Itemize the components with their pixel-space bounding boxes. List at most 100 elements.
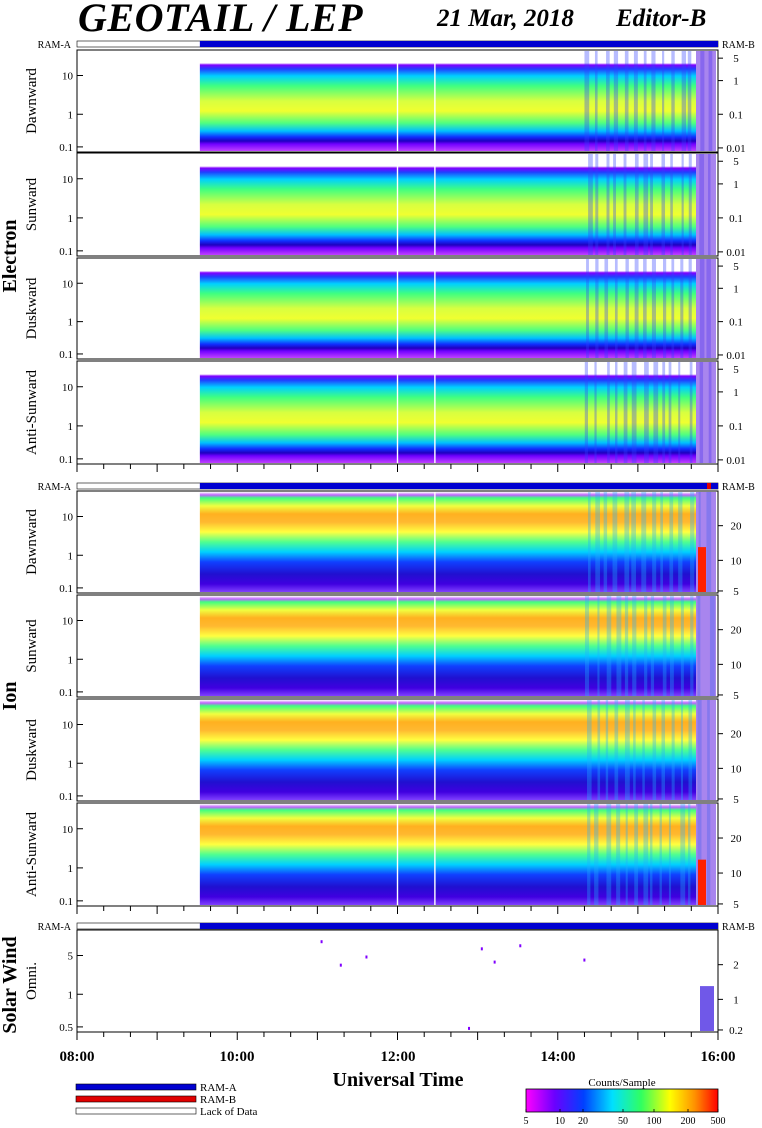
spectrogram-fluctuation — [584, 596, 590, 696]
omni-count-dot — [339, 963, 342, 967]
right-tick-label: 1 — [733, 76, 739, 88]
right-tick-label: 0.01 — [726, 143, 745, 155]
spectrogram-fluctuation — [584, 362, 588, 463]
right-tick-label: 5 — [733, 690, 739, 702]
spectrogram-fluctuation — [681, 51, 687, 151]
spectrogram-fluctuation — [595, 492, 600, 592]
legend-label-ram-b: RAM-B — [200, 1094, 236, 1106]
y-tick-label: 0.1 — [59, 687, 73, 699]
spectrogram-fluctuation — [584, 51, 590, 151]
legend-label-ram-a: RAM-A — [200, 1082, 237, 1094]
spectrogram-electron-anti-sunward — [199, 362, 696, 463]
panel-label-ion-sunward: Sunward — [24, 619, 40, 673]
omni-count-dot — [583, 958, 586, 962]
status-label-ram-a: RAM-A — [38, 482, 72, 493]
y-tick-label: 10 — [62, 512, 74, 524]
right-tick-label: 0.01 — [726, 455, 745, 467]
panel-frame-solar-wind-omni — [76, 929, 719, 1033]
spectrogram-panels: Dawnward 10 1 0.1 5 1 0.1 0.01 Sunward 10 1 0.1 5 1 0.… — [24, 49, 746, 1037]
panel-label-ion-dawnward: Dawnward — [24, 509, 40, 575]
spectrogram-fluctuation — [688, 700, 693, 800]
status-bar-ram-a — [199, 41, 718, 47]
spectrogram-fluctuation — [614, 259, 618, 358]
spectrogram-fluctuation — [594, 804, 599, 905]
spectrogram-fluctuation — [613, 154, 617, 255]
panel-label-ion-anti-sunward: Anti-Sunward — [24, 812, 40, 897]
spectrogram-fluctuation — [595, 259, 599, 358]
status-bar-ram-b — [707, 483, 711, 489]
right-tick-label: 20 — [731, 833, 743, 845]
panel-electron-duskward: Duskward 10 1 0.1 5 1 0.1 0.01 — [24, 257, 746, 362]
spectrogram-fluctuation — [688, 154, 692, 255]
right-tick-label: 5 — [733, 899, 739, 911]
y-tick-label: 10 — [62, 382, 74, 394]
spectrogram-fluctuation — [651, 51, 656, 151]
right-tick-label: 10 — [731, 868, 743, 880]
spectrogram-fluctuation — [669, 492, 674, 592]
group-label-ion: Ion — [0, 682, 21, 711]
y-tick-label: 1 — [68, 317, 74, 329]
right-tick-label: 5 — [733, 53, 739, 65]
spectrogram-fluctuation — [634, 259, 639, 358]
group-label-electron: Electron — [0, 220, 21, 293]
spectrogram-high-count — [698, 547, 706, 592]
y-tick-label: 1 — [68, 654, 74, 666]
colorbar-tick-label: 100 — [647, 1116, 662, 1127]
spectrogram-fluctuation — [690, 492, 695, 592]
spectrogram-fluctuation — [641, 492, 647, 592]
spectrogram-ion-dawnward — [199, 492, 696, 592]
colorbar-tick-label: 20 — [578, 1116, 588, 1127]
spectrogram-fluctuation — [678, 492, 683, 592]
right-tick-label: 2 — [733, 960, 739, 972]
x-tick-row — [76, 464, 719, 472]
spectrogram-fluctuation — [671, 51, 675, 151]
spectrogram-fluctuation — [615, 362, 618, 463]
spectrogram-fluctuation — [690, 596, 694, 696]
x-tick-row — [76, 906, 719, 914]
status-legend: RAM-A RAM-B Lack of Data — [75, 1082, 258, 1118]
right-tick-label: 0.1 — [729, 213, 743, 225]
colorbar-tick-label: 5 — [524, 1116, 529, 1127]
y-tick-label: 0.5 — [59, 1022, 73, 1034]
x-tick-row — [76, 1032, 719, 1040]
spectrogram-fluctuation — [688, 804, 691, 905]
right-tick-label: 0.1 — [729, 109, 743, 121]
spectrogram-fluctuation — [662, 51, 665, 151]
spectrogram-fluctuation — [634, 804, 639, 905]
right-tick-label: 10 — [731, 763, 743, 775]
panel-electron-sunward: Sunward 10 1 0.1 5 1 0.1 0.01 — [24, 152, 746, 259]
panel-ion-sunward: Sunward 10 1 0.1 20 10 5 — [24, 594, 742, 702]
spectrogram-fluctuation — [624, 596, 629, 696]
spectrogram-fluctuation — [606, 804, 612, 905]
y-tick-label: 1 — [68, 550, 74, 562]
spectrogram-fluctuation — [680, 596, 684, 696]
spectrogram-fluctuation — [613, 51, 619, 151]
spectrogram-fluctuation — [586, 700, 592, 800]
status-bar-1: RAM-A RAM-B — [38, 40, 755, 51]
right-tick-label: 1 — [733, 179, 739, 191]
panel-label-ion-duskward: Duskward — [24, 719, 40, 781]
right-tick-label: 0.1 — [729, 421, 743, 433]
spectrogram-fluctuation — [606, 51, 610, 151]
y-tick-label: 0.1 — [59, 791, 73, 803]
spectrogram-fluctuation — [616, 596, 622, 696]
spectrogram-ion-sunward — [199, 596, 696, 696]
legend-swatch-ram-a — [75, 1083, 197, 1091]
right-tick-label: 5 — [733, 156, 739, 168]
colorbar: Counts/Sample 5 10 20 50 100 200 500 — [524, 1077, 726, 1127]
right-tick-label: 20 — [731, 729, 743, 741]
spectrogram-fluctuation — [650, 804, 653, 905]
right-tick-label: 5 — [733, 794, 739, 806]
status-bar-3: RAM-A RAM-B — [38, 922, 755, 933]
spectrogram-fluctuation — [631, 362, 637, 463]
spectrogram-fluctuation — [623, 154, 627, 255]
spectrogram-fluctuation — [671, 259, 675, 358]
x-tick-label-0800: 08:00 — [60, 1049, 95, 1065]
spectrogram-fluctuation — [603, 492, 608, 592]
colorbar-tick-label: 50 — [618, 1116, 628, 1127]
right-tick-label: 0.01 — [726, 247, 745, 259]
spectrogram-fluctuation — [669, 596, 674, 696]
y-tick-label: 0.1 — [59, 246, 73, 258]
panel-solar-wind-omni: Omni. 5 1 0.5 2 1 0.2 — [24, 929, 743, 1037]
spectrogram-end-region — [696, 51, 716, 151]
